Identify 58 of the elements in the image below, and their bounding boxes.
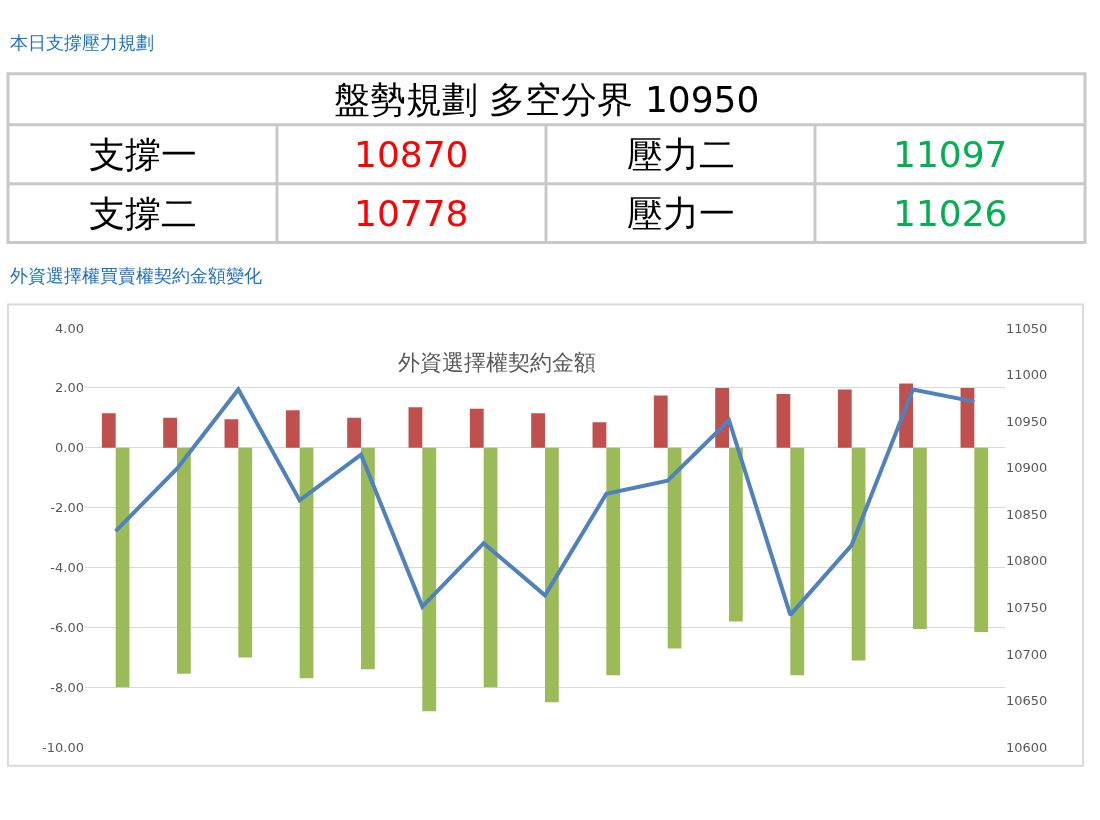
y2-tick-label: 10600 [1006, 739, 1048, 755]
bar [837, 389, 852, 448]
bar [667, 447, 682, 649]
bar [790, 447, 805, 676]
bar [347, 417, 361, 448]
bar [115, 447, 130, 688]
text: 支撐一 [89, 134, 197, 175]
bar [163, 417, 177, 448]
line-series [113, 387, 977, 617]
bar [101, 413, 116, 448]
bar [531, 413, 545, 448]
bar [592, 422, 607, 448]
text: 支撐二 [89, 193, 197, 234]
bar [913, 447, 927, 629]
text: 11097 [893, 134, 1008, 175]
y2-tick-label: 11050 [1006, 320, 1048, 336]
text: 本日支撐壓力規劃 [10, 32, 154, 53]
y-tick-label: -8.00 [50, 679, 84, 695]
bar [285, 410, 300, 448]
bar [224, 419, 239, 448]
y2-tick-label: 10650 [1006, 693, 1048, 709]
text: 10778 [354, 193, 469, 234]
bar [974, 447, 989, 632]
text: 壓力二 [627, 134, 735, 175]
y2-tick-label: 10700 [1006, 646, 1048, 662]
y-tick-label: 0.00 [55, 440, 84, 456]
bar [483, 447, 498, 688]
text: 壓力一 [627, 193, 735, 234]
y2-tick-label: 10950 [1006, 413, 1048, 429]
y2-tick-label: 10850 [1006, 506, 1048, 522]
text: 盤勢規劃 多空分界 10950 [334, 79, 760, 120]
bar [299, 447, 314, 679]
y-tick-label: -2.00 [50, 500, 84, 516]
bar [776, 393, 791, 448]
bar [715, 387, 729, 448]
bar [545, 447, 559, 703]
y2-tick-label: 10750 [1006, 600, 1048, 616]
text: 外資選擇權契約金額 [398, 350, 596, 375]
y-tick-label: -6.00 [50, 619, 84, 635]
y2-tick-label: 11000 [1006, 367, 1048, 383]
bar [422, 447, 437, 712]
y-tick-label: 4.00 [55, 320, 84, 336]
y2-tick-label: 10900 [1006, 460, 1048, 476]
bar [729, 447, 743, 622]
y-tick-label: 2.00 [55, 380, 84, 396]
bar [177, 447, 191, 674]
bar [606, 447, 621, 676]
bar [361, 447, 375, 670]
bar [238, 447, 253, 658]
text: 11026 [893, 193, 1008, 234]
bar [408, 407, 423, 448]
chart-title: 外資選擇權買賣權契約金額變化 [10, 265, 262, 286]
bar [469, 408, 484, 448]
y2-tick-label: 10800 [1006, 553, 1048, 569]
bar [653, 395, 668, 448]
text: 10870 [354, 134, 469, 175]
y-tick-label: -4.00 [50, 560, 84, 576]
y-tick-label: -10.00 [42, 739, 84, 755]
